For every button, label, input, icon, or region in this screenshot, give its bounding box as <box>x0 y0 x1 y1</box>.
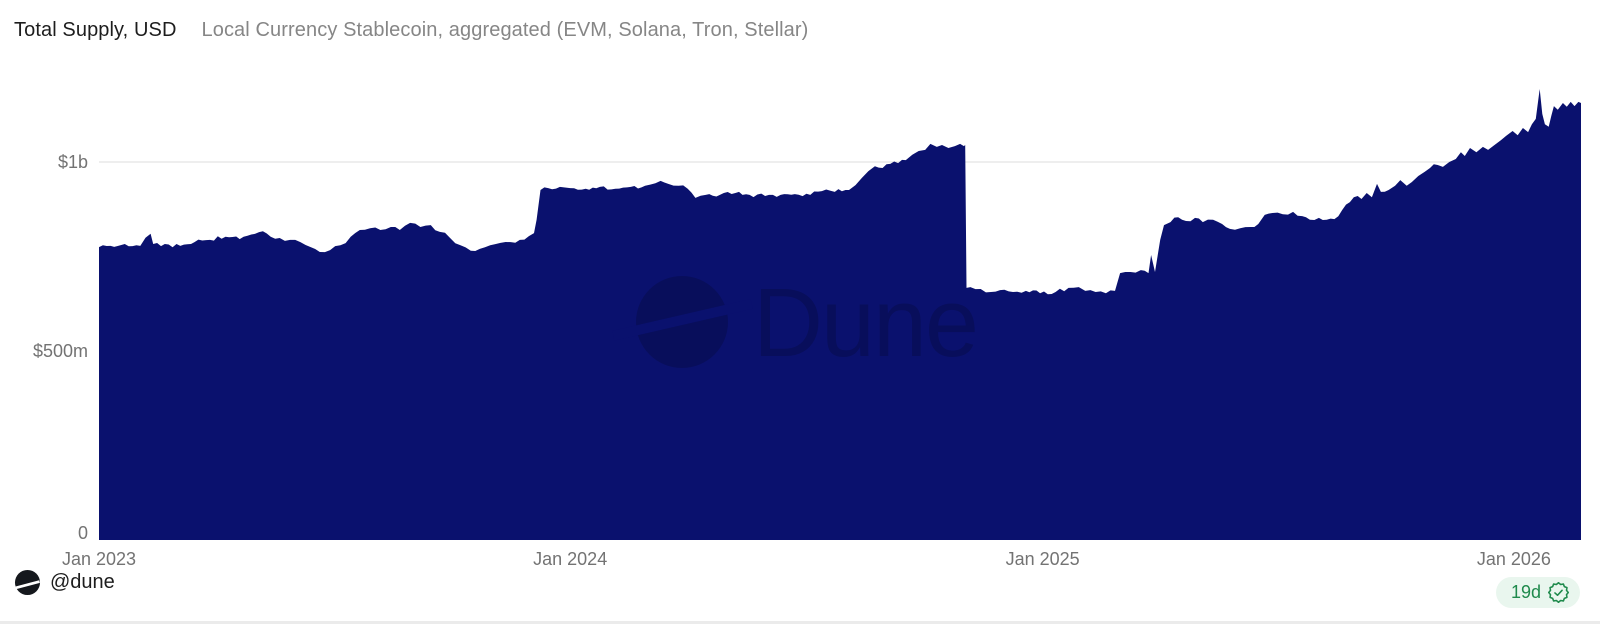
bottom-divider <box>0 621 1600 624</box>
x-axis-tick-label: Jan 2025 <box>1005 549 1080 569</box>
dune-watermark-text: Dune <box>753 268 977 377</box>
freshness-label: 19d <box>1511 582 1542 602</box>
y-axis-tick-label: 0 <box>77 523 88 543</box>
dune-watermark-slash <box>612 298 753 341</box>
y-axis-tick-label: $500m <box>32 341 88 361</box>
verified-seal-icon <box>1548 582 1570 603</box>
freshness-badge[interactable]: 19d <box>1496 577 1581 608</box>
y-axis-tick-label: $1b <box>57 152 88 172</box>
chart-header: Total Supply, USD Local Currency Stablec… <box>14 19 808 42</box>
dune-logo-icon <box>14 569 41 596</box>
x-axis-tick-label: Jan 2026 <box>1476 549 1551 569</box>
chart-title: Total Supply, USD <box>14 19 177 41</box>
dune-attribution[interactable]: @dune <box>14 569 115 596</box>
area-series[interactable] <box>99 89 1581 540</box>
dune-watermark: Dune <box>612 268 979 377</box>
x-axis-tick-label: Jan 2024 <box>533 549 608 569</box>
x-axis-tick-label: Jan 2023 <box>61 549 137 569</box>
chart-subtitle: Local Currency Stablecoin, aggregated (E… <box>201 19 809 41</box>
dune-handle: @dune <box>50 571 115 593</box>
